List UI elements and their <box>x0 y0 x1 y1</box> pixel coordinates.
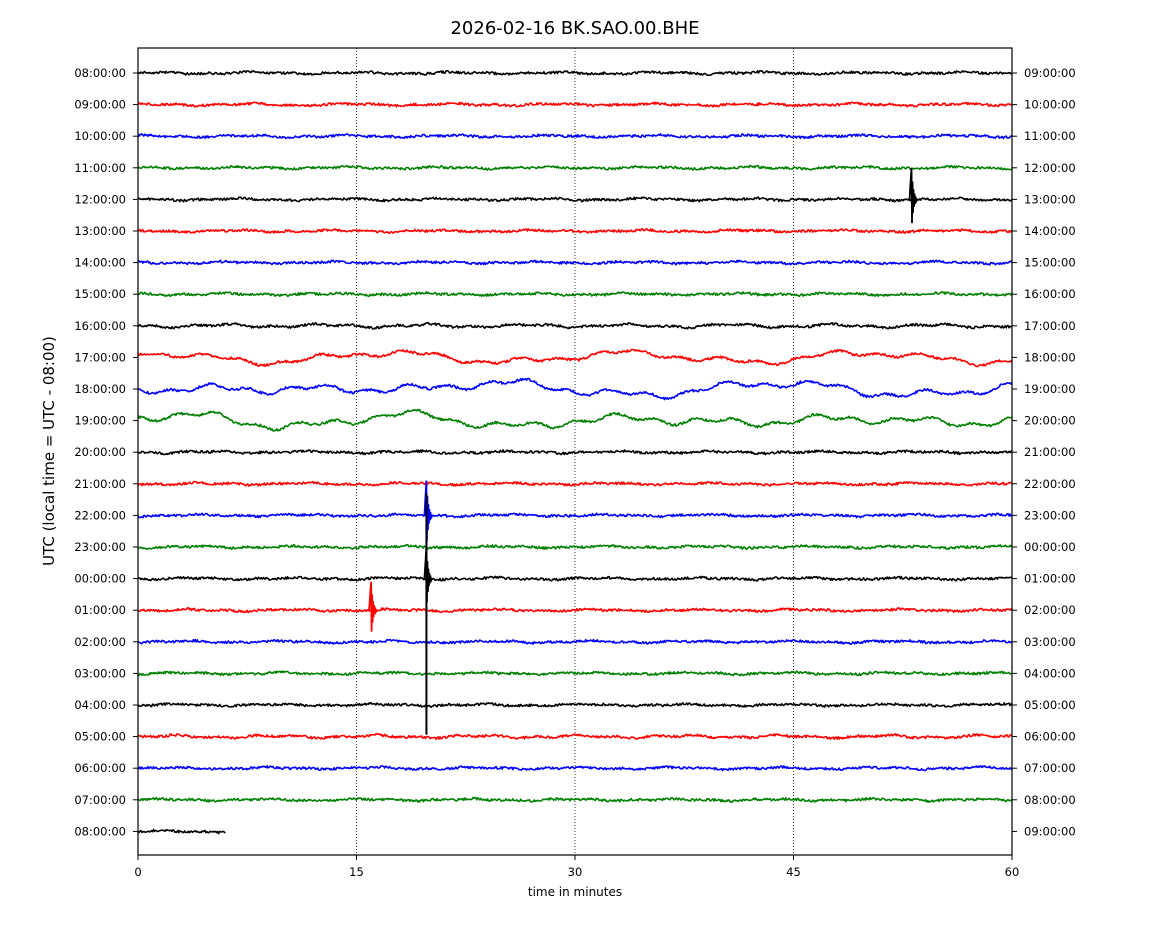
chart-title: 2026-02-16 BK.SAO.00.BHE <box>450 18 699 39</box>
y-tick-label-left: 04:00:00 <box>74 698 126 712</box>
trace-190000-11 <box>137 408 1013 432</box>
y-tick-label-right: 01:00:00 <box>1024 572 1076 586</box>
y-tick-label-right: 10:00:00 <box>1024 98 1076 112</box>
trace-220000-14 <box>137 512 1013 519</box>
y-tick-label-right: 18:00:00 <box>1024 350 1076 364</box>
y-tick-label-right: 19:00:00 <box>1024 382 1076 396</box>
y-tick-label-left: 22:00:00 <box>74 508 126 522</box>
y-tick-label-left: 07:00:00 <box>74 793 126 807</box>
y-tick-label-right: 16:00:00 <box>1024 287 1076 301</box>
y-tick-label-left: 21:00:00 <box>74 477 126 491</box>
trace-210000-13 <box>137 480 1013 487</box>
trace-140000-6 <box>137 259 1013 266</box>
trace-030000-19 <box>137 670 1013 677</box>
y-tick-label-left: 16:00:00 <box>74 319 126 333</box>
x-tick-label: 30 <box>568 865 583 879</box>
y-tick-label-right: 20:00:00 <box>1024 414 1076 428</box>
y-tick-label-left: 10:00:00 <box>74 129 126 143</box>
traces <box>137 70 1013 835</box>
trace-080000-24 <box>137 828 226 835</box>
x-tick-label: 0 <box>134 865 141 879</box>
trace-110000-3 <box>137 164 1013 171</box>
x-tick-label: 15 <box>349 865 364 879</box>
y-tick-label-right: 00:00:00 <box>1024 540 1076 554</box>
x-axis-label: time in minutes <box>528 885 622 899</box>
y-tick-label-left: 11:00:00 <box>74 161 126 175</box>
y-tick-label-right: 09:00:00 <box>1024 66 1076 80</box>
y-tick-label-right: 03:00:00 <box>1024 635 1076 649</box>
y-tick-label-left: 08:00:00 <box>74 824 126 838</box>
trace-070000-23 <box>137 796 1013 803</box>
y-tick-label-right: 04:00:00 <box>1024 666 1076 680</box>
y-tick-label-right: 23:00:00 <box>1024 508 1076 522</box>
trace-090000-1 <box>137 101 1013 108</box>
y-tick-label-left: 15:00:00 <box>74 287 126 301</box>
y-tick-label-right: 13:00:00 <box>1024 192 1076 206</box>
trace-100000-2 <box>137 133 1013 140</box>
x-tick-label: 60 <box>1005 865 1020 879</box>
trace-080000-0 <box>137 70 1013 77</box>
y-tick-label-left: 23:00:00 <box>74 540 126 554</box>
y-tick-label-left: 01:00:00 <box>74 603 126 617</box>
y-tick-label-right: 21:00:00 <box>1024 445 1076 459</box>
y-tick-label-right: 11:00:00 <box>1024 129 1076 143</box>
y-tick-label-left: 19:00:00 <box>74 414 126 428</box>
y-tick-label-right: 17:00:00 <box>1024 319 1076 333</box>
trace-130000-5 <box>137 227 1013 235</box>
y-tick-label-right: 14:00:00 <box>1024 224 1076 238</box>
event-spike <box>368 581 378 632</box>
trace-160000-8 <box>137 321 1013 330</box>
y-tick-label-left: 00:00:00 <box>74 572 126 586</box>
trace-200000-12 <box>137 449 1013 456</box>
y-tick-label-right: 15:00:00 <box>1024 256 1076 270</box>
y-tick-label-left: 12:00:00 <box>74 192 126 206</box>
y-tick-label-left: 18:00:00 <box>74 382 126 396</box>
y-tick-label-left: 09:00:00 <box>74 98 126 112</box>
y-tick-label-right: 12:00:00 <box>1024 161 1076 175</box>
y-tick-label-left: 13:00:00 <box>74 224 126 238</box>
y-tick-label-left: 06:00:00 <box>74 761 126 775</box>
trace-060000-22 <box>137 765 1013 772</box>
trace-230000-15 <box>137 543 1013 550</box>
trace-010000-17 <box>137 607 1013 614</box>
y-tick-label-right: 07:00:00 <box>1024 761 1076 775</box>
x-tick-label: 45 <box>786 865 801 879</box>
axes: 0 15 30 45 60 08:00:00 09:00:00 10:00:00 11:00:0… <box>74 66 1075 879</box>
trace-020000-18 <box>137 638 1013 645</box>
trace-170000-9 <box>137 348 1013 368</box>
y-tick-label-left: 14:00:00 <box>74 256 126 270</box>
y-axis-label: UTC (local time = UTC - 08:00) <box>40 336 58 566</box>
y-tick-label-left: 08:00:00 <box>74 66 126 80</box>
y-tick-label-right: 09:00:00 <box>1024 824 1076 838</box>
y-tick-label-right: 05:00:00 <box>1024 698 1076 712</box>
y-tick-label-right: 22:00:00 <box>1024 477 1076 491</box>
trace-050000-21 <box>137 733 1013 741</box>
y-tick-label-left: 05:00:00 <box>74 730 126 744</box>
y-tick-label-right: 02:00:00 <box>1024 603 1076 617</box>
trace-150000-7 <box>137 291 1013 298</box>
grid-lines <box>356 48 794 855</box>
y-tick-label-left: 17:00:00 <box>74 350 126 364</box>
y-tick-label-right: 06:00:00 <box>1024 730 1076 744</box>
trace-000000-16 <box>137 575 1013 582</box>
y-tick-label-right: 08:00:00 <box>1024 793 1076 807</box>
event-spike <box>908 167 919 224</box>
trace-120000-4 <box>137 196 1013 203</box>
y-tick-label-left: 03:00:00 <box>74 666 126 680</box>
y-tick-label-left: 20:00:00 <box>74 445 126 459</box>
trace-040000-20 <box>137 701 1013 708</box>
y-tick-label-left: 02:00:00 <box>74 635 126 649</box>
trace-180000-10 <box>137 377 1013 401</box>
